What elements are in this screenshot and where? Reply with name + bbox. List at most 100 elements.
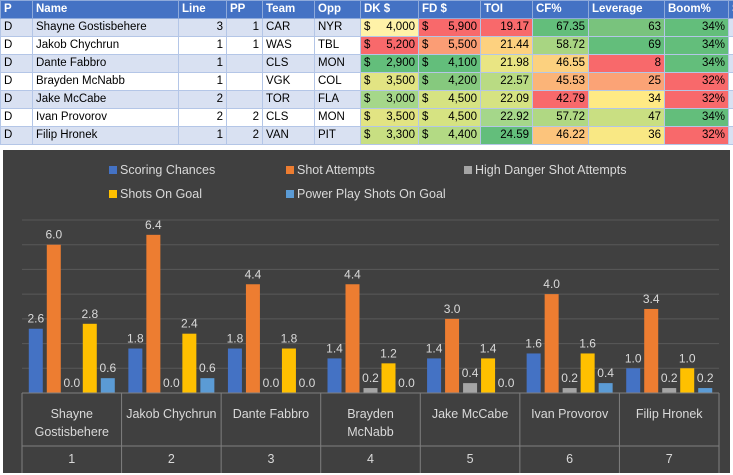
cell-leverage[interactable]: 47 <box>588 108 665 127</box>
cell-toi[interactable]: 22.09 <box>480 90 533 109</box>
cell-boom[interactable]: 34% <box>664 54 729 73</box>
cell-pos[interactable]: D <box>0 54 33 73</box>
cell-pp[interactable]: 2 <box>226 108 263 127</box>
cell-s[interactable] <box>728 126 733 145</box>
cell-team[interactable]: VAN <box>262 126 315 145</box>
cell-dk-salary[interactable]: $3,500 <box>360 72 419 91</box>
cell-line[interactable]: 2 <box>178 108 227 127</box>
cell-cf[interactable]: 42.79 <box>532 90 589 109</box>
cell-team[interactable]: CLS <box>262 54 315 73</box>
cell-toi[interactable]: 21.98 <box>480 54 533 73</box>
cell-line[interactable]: 1 <box>178 126 227 145</box>
cell-s[interactable] <box>728 36 733 55</box>
cell-boom[interactable]: 34% <box>664 108 729 127</box>
cell-toi[interactable]: 22.92 <box>480 108 533 127</box>
cell-leverage[interactable]: 34 <box>588 90 665 109</box>
cell-pp[interactable]: 1 <box>226 36 263 55</box>
cell-pp[interactable] <box>226 90 263 109</box>
cell-fd-salary[interactable]: $4,500 <box>418 90 481 109</box>
cell-opp[interactable]: NYR <box>314 18 361 37</box>
cell-leverage[interactable]: 36 <box>588 126 665 145</box>
cell-toi[interactable]: 24.59 <box>480 126 533 145</box>
cell-pp[interactable]: 1 <box>226 18 263 37</box>
cell-pp[interactable]: 2 <box>226 126 263 145</box>
col-header-line[interactable]: Line <box>178 0 227 19</box>
col-header-opp[interactable]: Opp <box>314 0 361 19</box>
cell-s[interactable] <box>728 90 733 109</box>
col-header-toi[interactable]: TOI <box>480 0 533 19</box>
cell-leverage[interactable]: 25 <box>588 72 665 91</box>
cell-name[interactable]: Shayne Gostisbehere <box>32 18 179 37</box>
cell-s[interactable] <box>728 18 733 37</box>
cell-dk-salary[interactable]: $3,000 <box>360 90 419 109</box>
cell-leverage[interactable]: 63 <box>588 18 665 37</box>
cell-name[interactable]: Dante Fabbro <box>32 54 179 73</box>
col-header-team[interactable]: Team <box>262 0 315 19</box>
table-row[interactable]: D Dante Fabbro 1 CLS MON $2,900 $4,100 21.98 46.… <box>0 54 733 73</box>
cell-team[interactable]: CLS <box>262 108 315 127</box>
cell-opp[interactable]: FLA <box>314 90 361 109</box>
cell-fd-salary[interactable]: $4,200 <box>418 72 481 91</box>
table-row[interactable]: D Ivan Provorov 2 2 CLS MON $3,500 $4,500 22.92 5… <box>0 108 733 127</box>
cell-dk-salary[interactable]: $3,500 <box>360 108 419 127</box>
cell-team[interactable]: VGK <box>262 72 315 91</box>
cell-pos[interactable]: D <box>0 18 33 37</box>
cell-line[interactable]: 1 <box>178 54 227 73</box>
cell-fd-salary[interactable]: $4,100 <box>418 54 481 73</box>
cell-team[interactable]: TOR <box>262 90 315 109</box>
cell-boom[interactable]: 32% <box>664 90 729 109</box>
cell-opp[interactable]: TBL <box>314 36 361 55</box>
cell-pos[interactable]: D <box>0 36 33 55</box>
cell-name[interactable]: Filip Hronek <box>32 126 179 145</box>
cell-line[interactable]: 3 <box>178 18 227 37</box>
cell-s[interactable] <box>728 72 733 91</box>
cell-line[interactable]: 1 <box>178 36 227 55</box>
cell-boom[interactable]: 34% <box>664 18 729 37</box>
cell-opp[interactable]: MON <box>314 54 361 73</box>
table-row[interactable]: D Shayne Gostisbehere 3 1 CAR NYR $4,000 $5,900… <box>0 18 733 37</box>
col-header-pp[interactable]: PP <box>226 0 263 19</box>
cell-team[interactable]: CAR <box>262 18 315 37</box>
cell-pp[interactable] <box>226 72 263 91</box>
cell-name[interactable]: Brayden McNabb <box>32 72 179 91</box>
col-header-dk[interactable]: DK $ <box>360 0 419 19</box>
cell-boom[interactable]: 32% <box>664 72 729 91</box>
cell-opp[interactable]: MON <box>314 108 361 127</box>
cell-s[interactable] <box>728 54 733 73</box>
cell-name[interactable]: Jakob Chychrun <box>32 36 179 55</box>
cell-opp[interactable]: PIT <box>314 126 361 145</box>
table-row[interactable]: D Jakob Chychrun 1 1 WAS TBL $5,200 $5,500 21.44… <box>0 36 733 55</box>
cell-cf[interactable]: 46.22 <box>532 126 589 145</box>
cell-pp[interactable] <box>226 54 263 73</box>
cell-s[interactable] <box>728 108 733 127</box>
cell-boom[interactable]: 32% <box>664 126 729 145</box>
cell-pos[interactable]: D <box>0 126 33 145</box>
cell-opp[interactable]: COL <box>314 72 361 91</box>
cell-name[interactable]: Ivan Provorov <box>32 108 179 127</box>
cell-name[interactable]: Jake McCabe <box>32 90 179 109</box>
cell-boom[interactable]: 34% <box>664 36 729 55</box>
cell-line[interactable]: 2 <box>178 90 227 109</box>
col-header-fd[interactable]: FD $ <box>418 0 481 19</box>
cell-fd-salary[interactable]: $4,500 <box>418 108 481 127</box>
cell-pos[interactable]: D <box>0 72 33 91</box>
cell-pos[interactable]: D <box>0 90 33 109</box>
cell-fd-salary[interactable]: $5,500 <box>418 36 481 55</box>
col-header-boom[interactable]: Boom% <box>664 0 729 19</box>
cell-team[interactable]: WAS <box>262 36 315 55</box>
cell-fd-salary[interactable]: $4,400 <box>418 126 481 145</box>
col-header-leverage[interactable]: Leverage <box>588 0 665 19</box>
cell-line[interactable]: 1 <box>178 72 227 91</box>
cell-toi[interactable]: 21.44 <box>480 36 533 55</box>
cell-cf[interactable]: 45.53 <box>532 72 589 91</box>
col-header-s[interactable]: S <box>728 0 733 19</box>
cell-dk-salary[interactable]: $3,300 <box>360 126 419 145</box>
cell-cf[interactable]: 58.72 <box>532 36 589 55</box>
cell-cf[interactable]: 46.55 <box>532 54 589 73</box>
cell-cf[interactable]: 67.35 <box>532 18 589 37</box>
cell-leverage[interactable]: 69 <box>588 36 665 55</box>
cell-dk-salary[interactable]: $4,000 <box>360 18 419 37</box>
cell-dk-salary[interactable]: $5,200 <box>360 36 419 55</box>
cell-toi[interactable]: 19.17 <box>480 18 533 37</box>
cell-toi[interactable]: 22.57 <box>480 72 533 91</box>
